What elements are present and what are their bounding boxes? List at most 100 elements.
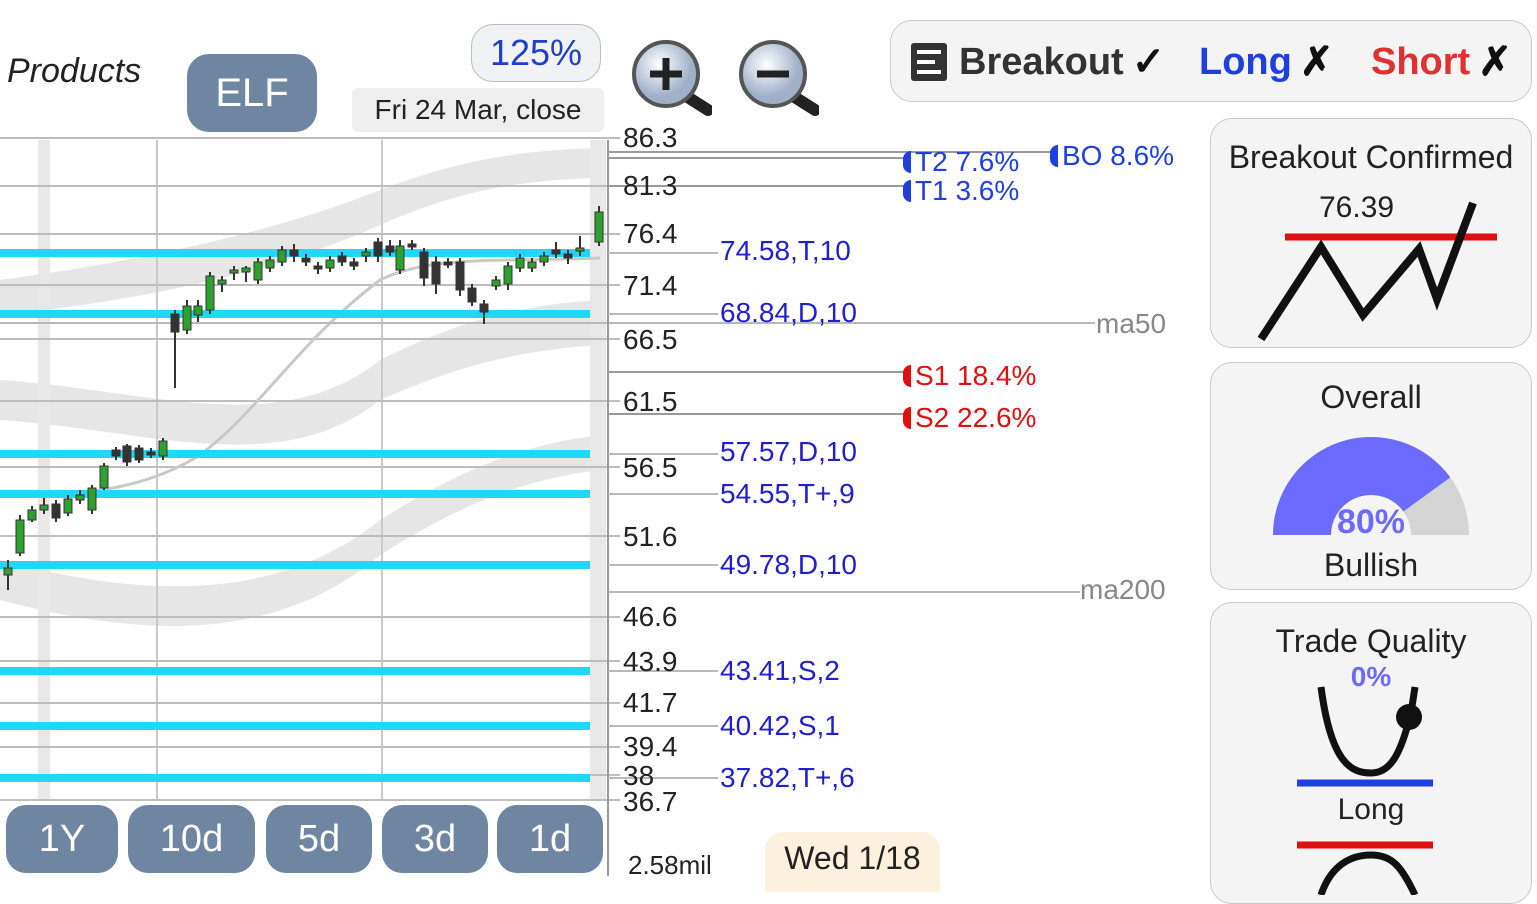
target-bo-label: BO 8.6% <box>1062 140 1175 171</box>
range-10d-button[interactable]: 10d <box>128 805 255 873</box>
range-3d-button[interactable]: 3d <box>382 805 488 873</box>
level-label: 68.84,D,10 <box>720 297 857 328</box>
ma-line <box>0 256 601 496</box>
target-t2[interactable]: T2 7.6% <box>903 146 1019 178</box>
check-icon: ✓ <box>1131 40 1166 84</box>
candle-body <box>3 567 13 576</box>
candle-body <box>349 261 359 267</box>
candle-body <box>158 440 168 457</box>
candle-body <box>111 449 121 457</box>
band-middle <box>0 300 600 445</box>
candle-body <box>395 245 405 271</box>
price-tick: 38 <box>623 760 655 791</box>
level-label: 43.41,S,2 <box>720 655 840 686</box>
candle-body <box>39 504 49 511</box>
breakout-value: 76.39 <box>1319 191 1395 224</box>
zoom-in-button[interactable] <box>628 38 714 122</box>
ma200-label: ma200 <box>1080 574 1166 605</box>
candle-body <box>301 257 311 263</box>
band-lower <box>0 435 600 626</box>
candle-body <box>229 269 239 274</box>
candle-body <box>134 447 144 461</box>
candle-body <box>15 519 25 554</box>
trade-quality-percent: 0% <box>1350 661 1392 692</box>
candle-body <box>253 261 263 281</box>
candle-body <box>170 313 180 333</box>
price-tick: 76.4 <box>623 218 678 249</box>
breakout-chart-icon <box>1257 201 1497 342</box>
level-label: 40.42,S,1 <box>720 710 840 741</box>
zoom-percent[interactable]: 125% <box>471 24 601 82</box>
mode-short-label: Short <box>1371 40 1471 83</box>
hover-date-tooltip: Wed 1/18 <box>765 832 940 892</box>
level-label: 54.55,T+,9 <box>720 478 855 509</box>
mode-breakout[interactable]: Breakout ✓ <box>959 39 1165 85</box>
list-icon[interactable] <box>911 43 947 81</box>
breakout-panel[interactable]: Breakout Confirmed 76.39 <box>1210 118 1532 348</box>
candle-body <box>75 494 85 501</box>
level-label: 37.82,T+,6 <box>720 762 855 793</box>
short-curve-icon <box>1297 841 1433 895</box>
stop-s2[interactable]: S2 22.6% <box>903 402 1036 434</box>
range-1d-button[interactable]: 1d <box>497 805 603 873</box>
range-5d-button[interactable]: 5d <box>266 805 372 873</box>
grid-vertical <box>590 140 606 800</box>
candle-body <box>146 451 156 456</box>
price-tick: 71.4 <box>623 270 678 301</box>
target-marker-icon <box>903 151 911 173</box>
candle-body <box>122 445 132 463</box>
cross-icon: ✗ <box>1478 40 1512 84</box>
zoom-out-icon <box>739 40 821 116</box>
price-tick: 41.7 <box>623 687 678 718</box>
zoom-out-button[interactable] <box>735 38 821 122</box>
level-label: 57.57,D,10 <box>720 436 857 467</box>
price-tick: 46.6 <box>623 601 678 632</box>
candle-body <box>455 261 465 291</box>
candle-body <box>87 487 97 511</box>
level-label: 74.58,T,10 <box>720 235 851 266</box>
candle-body <box>277 249 287 263</box>
level-connectors <box>608 252 718 779</box>
candle-body <box>193 305 203 316</box>
candle-body <box>443 261 453 266</box>
price-tick: 39.4 <box>623 731 678 762</box>
trade-quality-panel[interactable]: Trade Quality 0% Long <box>1210 602 1532 904</box>
target-t2-label: T2 7.6% <box>915 146 1020 177</box>
price-tick: 66.5 <box>623 324 678 355</box>
stop-s1[interactable]: S1 18.4% <box>903 360 1036 392</box>
overall-panel[interactable]: Overall 80% Bullish <box>1210 362 1532 590</box>
candle-body <box>27 509 37 521</box>
candle-body <box>51 503 61 519</box>
price-tick: 56.5 <box>623 452 678 483</box>
candle-body <box>337 255 347 263</box>
mode-short[interactable]: Short ✗ <box>1371 39 1512 85</box>
price-chart[interactable] <box>0 0 1200 876</box>
candle-body <box>63 498 73 514</box>
target-bo[interactable]: BO 8.6% <box>1050 140 1174 172</box>
candle-body <box>182 305 192 331</box>
price-tick: 51.6 <box>623 521 678 552</box>
mode-long[interactable]: Long ✗ <box>1199 39 1333 85</box>
candle-body <box>563 253 573 259</box>
volume-label: 2.58mil <box>628 850 712 880</box>
price-tick: 61.5 <box>623 386 678 417</box>
candle-body <box>551 249 561 255</box>
target-marker-icon <box>903 180 911 202</box>
candle-body <box>419 251 429 279</box>
target-t1[interactable]: T1 3.6% <box>903 175 1019 207</box>
gauge-icon <box>1273 436 1469 535</box>
ticker-button[interactable]: ELF <box>187 54 317 132</box>
candle-body <box>503 265 513 285</box>
band-upper <box>0 148 600 315</box>
cross-icon: ✗ <box>1299 40 1334 84</box>
range-1y-button[interactable]: 1Y <box>6 805 118 873</box>
candle-body <box>217 279 227 285</box>
trade-quality-curve-icon <box>1297 686 1433 787</box>
mode-breakout-label: Breakout <box>959 40 1124 83</box>
candle-body <box>407 243 417 248</box>
price-tick: 36.7 <box>623 786 678 817</box>
date-label: Fri 24 Mar, close <box>352 88 604 132</box>
ma50-label: ma50 <box>1096 308 1167 339</box>
company-name: l Products <box>0 52 142 90</box>
price-tick: 86.3 <box>623 122 678 153</box>
